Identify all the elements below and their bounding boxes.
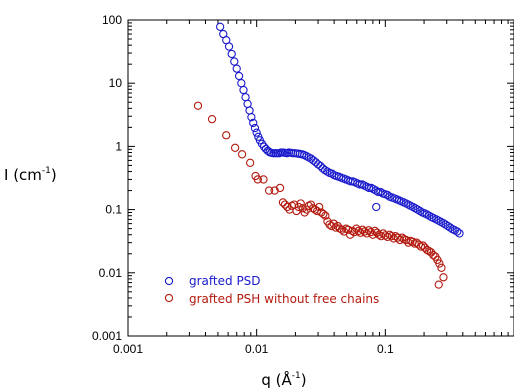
data-point-series-2: [434, 280, 443, 289]
data-point-series-2: [321, 211, 330, 220]
data-point-series-1: [376, 187, 385, 197]
y-tick-label: 10: [109, 76, 123, 90]
data-point-series-1: [455, 229, 464, 238]
data-point-series-2: [259, 175, 268, 184]
data-point-series-2: [275, 183, 285, 193]
tick-labels: 0.001 0.01 0.1 0.001 0.01 0.1 1 10 100: [92, 13, 394, 356]
legend-label-grafted-psh: grafted PSH without free chains: [189, 292, 379, 306]
x-tick-label: 0.01: [245, 342, 269, 356]
data-point-series-2: [395, 235, 405, 245]
y-tick-label: 0.001: [92, 329, 122, 343]
data-point-series-2: [437, 263, 446, 272]
x-axis-title: q (Å-1): [261, 370, 306, 389]
data-point-series-1: [446, 223, 455, 232]
data-point-series-1: [241, 93, 250, 102]
data-point-series-2: [193, 101, 203, 110]
y-tick-label: 1: [115, 139, 122, 153]
legend-label-grafted-psd: grafted PSD: [189, 274, 261, 288]
data-point-series-2: [302, 205, 311, 214]
data-point-series-1: [224, 42, 234, 51]
data-point-series-2: [253, 175, 262, 184]
legend-marker-grafted-psh: [164, 293, 174, 303]
data-point-series-1: [215, 22, 225, 31]
data-point-series-2: [376, 232, 386, 241]
data-point-series-2: [393, 233, 402, 242]
data-point-series-1: [371, 186, 381, 195]
data-point-series-1: [411, 204, 420, 213]
data-point-series-2: [360, 227, 369, 236]
data-point-series-1: [320, 166, 330, 175]
y-tick-label: 100: [102, 13, 122, 27]
data-point-series-1: [372, 202, 381, 212]
data-point-series-2: [418, 241, 428, 250]
data-point-series-2: [246, 158, 255, 167]
data-point-series-1: [453, 227, 462, 236]
y-tick-label: 0.1: [105, 203, 122, 217]
data-point-series-2: [222, 131, 231, 140]
data-point-series-1: [239, 85, 248, 95]
plot-frame: [127, 19, 514, 337]
axis-ticks: [127, 19, 514, 337]
data-point-series-2: [383, 232, 392, 242]
x-tick-label: 0.1: [377, 342, 394, 356]
data-point-series-2: [354, 226, 363, 236]
data-point-series-2: [422, 245, 432, 255]
data-point-series-1: [250, 123, 260, 133]
data-point-series-2: [237, 150, 247, 159]
data-point-series-2: [397, 233, 407, 242]
data-point-series-1: [383, 190, 392, 200]
data-point-series-1: [327, 169, 337, 178]
data-point-series-1: [237, 79, 246, 88]
data-point-series-1: [249, 118, 258, 128]
legend: grafted PSD grafted PSH without free cha…: [164, 274, 379, 306]
data-point-series-2: [387, 232, 396, 241]
data-point-series-2: [435, 259, 444, 268]
data-point-series-1: [234, 71, 244, 81]
data-point-series-1: [252, 128, 261, 137]
y-tick-label: 0.01: [99, 266, 123, 280]
data-point-series-1: [247, 113, 256, 122]
legend-marker-grafted-psd: [164, 276, 174, 286]
data-point-series-2: [426, 248, 436, 257]
data-point-series-1: [439, 219, 448, 228]
data-point-series-2: [348, 226, 357, 236]
data-point-series-2: [404, 238, 413, 247]
data-point-series-1: [232, 64, 241, 73]
data-point-series-1: [323, 167, 332, 176]
data-point-series-2: [381, 231, 390, 240]
data-points: [193, 22, 464, 289]
data-point-series-2: [364, 226, 373, 235]
data-point-series-2: [319, 209, 328, 219]
data-point-series-2: [366, 227, 375, 237]
data-point-series-1: [364, 183, 374, 193]
data-point-series-2: [264, 186, 274, 195]
data-point-series-2: [207, 114, 217, 124]
data-point-series-2: [337, 225, 347, 234]
data-point-series-2: [429, 251, 438, 260]
data-point-series-1: [245, 106, 254, 115]
data-point-series-2: [296, 199, 305, 208]
y-axis-title: I (cm-1): [4, 166, 57, 184]
x-tick-label: 0.001: [113, 342, 143, 356]
data-point-series-2: [270, 186, 279, 195]
data-point-series-2: [315, 202, 324, 212]
data-point-series-2: [374, 230, 384, 239]
data-point-series-1: [230, 57, 239, 66]
data-point-series-1: [227, 49, 236, 59]
data-point-series-1: [288, 149, 298, 158]
data-point-series-2: [308, 204, 318, 213]
data-point-series-2: [230, 143, 240, 152]
data-point-series-1: [316, 161, 325, 171]
data-point-series-1: [415, 206, 425, 216]
data-point-series-2: [329, 219, 338, 228]
data-point-series-2: [278, 198, 288, 207]
data-point-series-2: [327, 221, 336, 231]
data-point-series-2: [439, 273, 448, 282]
